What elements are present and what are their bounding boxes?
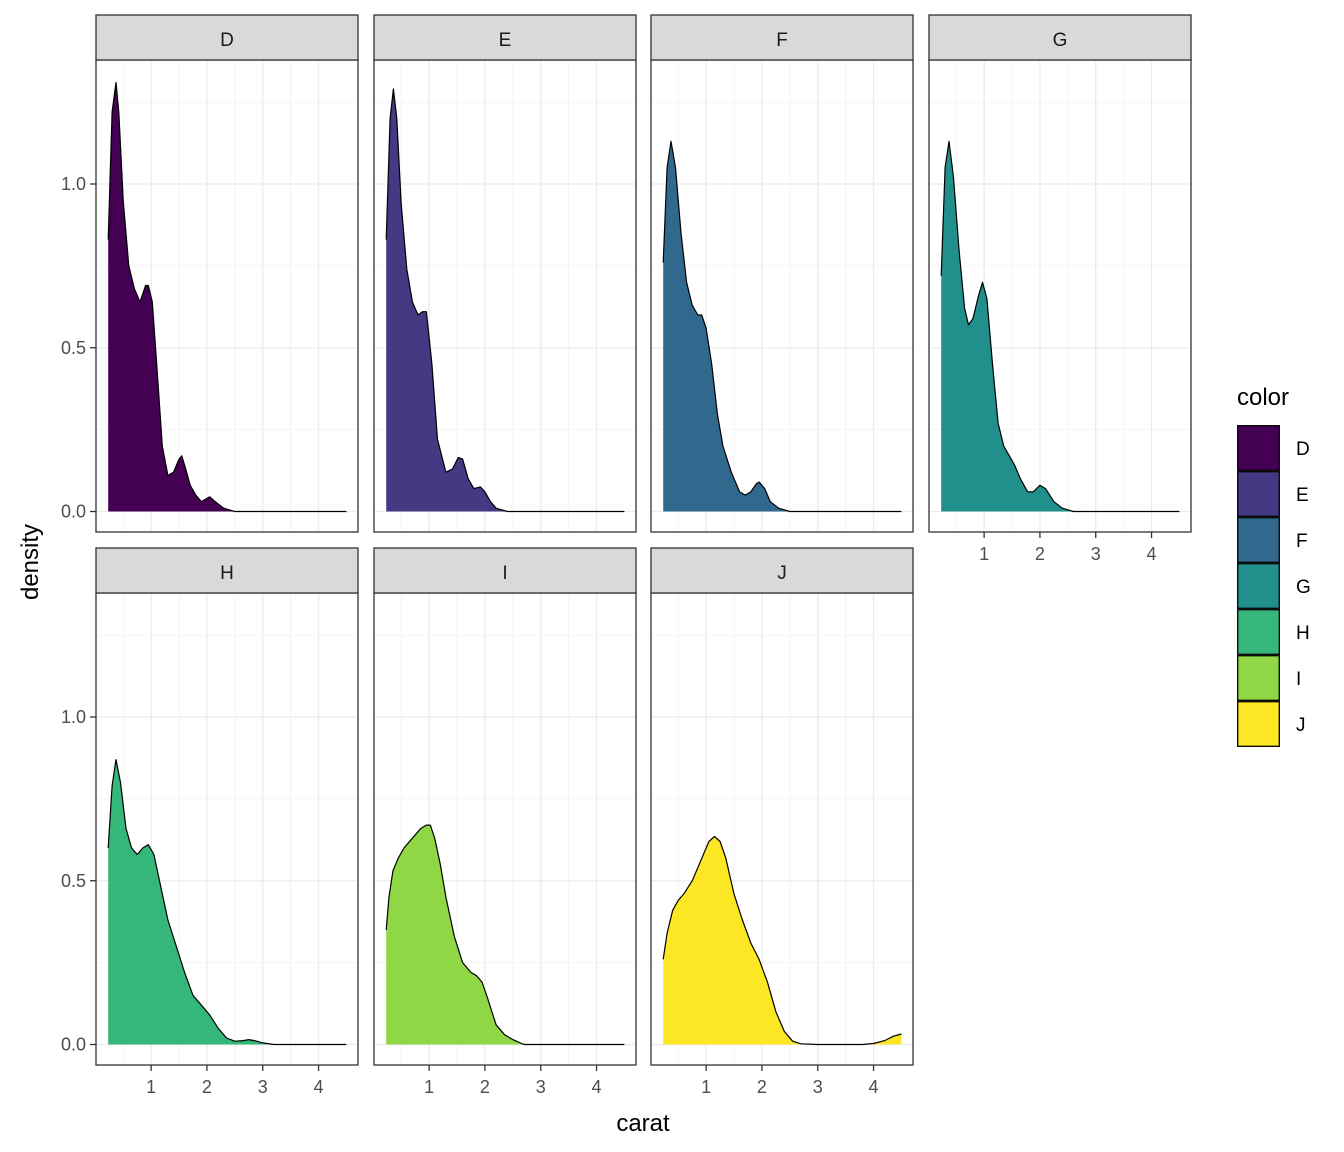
legend-item-J: J [1237,701,1306,747]
x-tick-label: 1 [979,544,989,564]
legend-label: J [1296,715,1306,736]
density-area-I [386,825,625,1045]
facet-strip [650,547,914,594]
x-tick-label: 3 [1091,544,1101,564]
legend-key-I [1237,655,1280,701]
density-line-J [662,835,902,1046]
x-tick-label: 4 [1147,544,1157,564]
density-area-E [386,89,625,512]
legend-key-F [1237,517,1280,563]
y-tick-label: 0.0 [61,1035,86,1055]
x-tick-label: 2 [480,1077,490,1097]
legend-title: color [1237,384,1289,411]
facet-panel-J: J 1 2 3 4 [650,547,914,1097]
legend-item-E: E [1237,471,1309,517]
legend-label: H [1296,623,1310,644]
y-axis-title: density [17,524,44,600]
legend-key-D [1237,425,1280,471]
legend-label: D [1296,439,1310,460]
legend-item-D: D [1237,425,1310,471]
x-tick-label: 1 [146,1077,156,1097]
facet-strip [650,14,914,61]
y-tick-label: 0.0 [61,502,86,522]
density-line-G [940,140,1180,513]
legend-item-H: H [1237,609,1310,655]
x-tick-label: 1 [424,1077,434,1097]
x-tick-label: 4 [869,1077,879,1097]
panel-grid [929,60,1191,532]
x-tick-label: 4 [592,1077,602,1097]
x-axis-title: carat [616,1110,670,1137]
y-tick-label: 0.5 [61,338,86,358]
facet-strip [95,547,359,594]
density-area-H [108,759,347,1045]
density-area-D [108,82,347,512]
density-line-F [662,140,902,513]
x-tick-label: 3 [258,1077,268,1097]
legend-item-I: I [1237,655,1301,701]
density-line-E [385,88,625,513]
panel-grid [96,60,358,532]
facet-panel-D: D 0.0 0.5 1.0 [61,14,359,533]
facet-strip-label: G [1053,30,1068,51]
density-line-I [385,824,625,1046]
y-tick-label: 1.0 [61,707,86,727]
legend-item-G: G [1237,563,1311,609]
y-tick-label: 0.5 [61,871,86,891]
legend-label: G [1296,577,1311,598]
facet-strip-label: F [776,30,788,51]
legend-key-G [1237,563,1280,609]
x-tick-label: 3 [536,1077,546,1097]
facet-strip [373,547,637,594]
facet-panel-I: I 1 2 3 4 [373,547,637,1097]
facet-strip-label: I [502,563,507,584]
facet-panel-H: H 0.0 0.5 1.0 1 2 3 4 [61,547,359,1097]
x-tick-label: 1 [701,1077,711,1097]
facet-panel-G: G 1 2 3 4 [928,14,1192,564]
legend-label: F [1296,531,1308,552]
facet-panel-F: F [650,14,914,533]
density-area-F [663,141,902,512]
facet-strip-label: H [220,563,234,584]
x-tick-label: 2 [757,1077,767,1097]
x-tick-label: 2 [1035,544,1045,564]
facet-strip-label: J [777,563,787,584]
density-area-J [663,836,902,1045]
facet-panel-E: E [373,14,637,533]
density-line-D [107,81,347,513]
legend-key-J [1237,701,1280,747]
facet-strip [928,14,1192,61]
y-tick-label: 1.0 [61,174,86,194]
x-tick-label: 4 [314,1077,324,1097]
facet-panels: D 0.0 0.5 1.0 E F G 1 2 3 4 H 0.0 0.5 1.0 1 2 3 4 I 1 2 3 4 J 1 2 3… [61,14,1192,1097]
legend-key-H [1237,609,1280,655]
legend-key-E [1237,471,1280,517]
x-tick-label: 3 [813,1077,823,1097]
legend-label: I [1296,669,1301,690]
legend-label: E [1296,485,1309,506]
facet-strip [373,14,637,61]
x-tick-label: 2 [202,1077,212,1097]
density-line-H [107,759,347,1046]
facet-strip-label: E [499,30,512,51]
legend-item-F: F [1237,517,1308,563]
legend: color D E F G H I J [1237,384,1311,747]
facet-strip-label: D [220,30,234,51]
facet-strip [95,14,359,61]
